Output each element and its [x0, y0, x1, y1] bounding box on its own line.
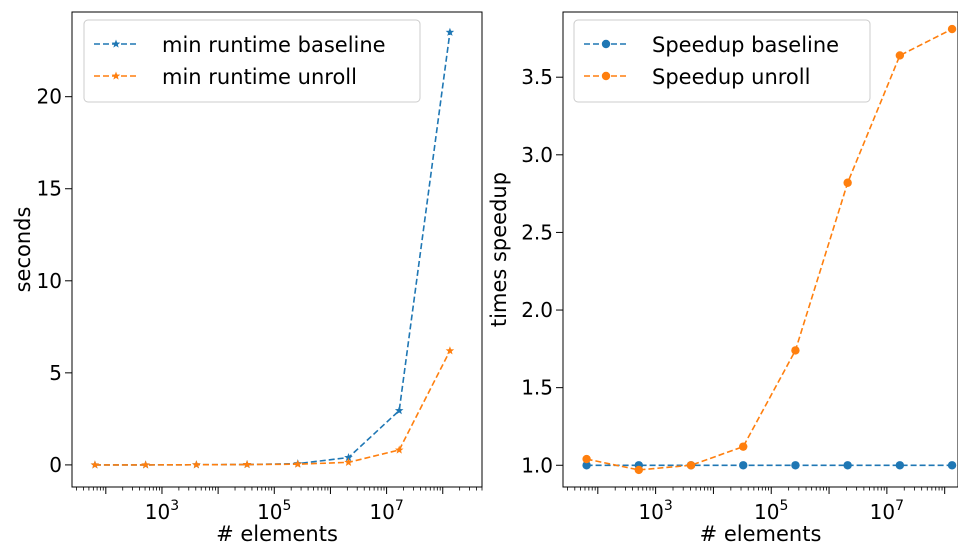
- y-tick-label: 1.5: [521, 376, 553, 400]
- x-minor-ticks: [76, 487, 483, 491]
- x-tick-mantissa: 10: [369, 500, 394, 524]
- plot-frame: [562, 11, 958, 488]
- data-point: [947, 24, 957, 34]
- data-point: [445, 346, 455, 355]
- y-tick-label: 15: [37, 177, 62, 201]
- x-tick-mantissa: 10: [870, 500, 895, 524]
- x-tick-mantissa: 10: [145, 500, 170, 524]
- y-tick-label: 2.0: [521, 298, 553, 322]
- legend-marker: [601, 71, 611, 81]
- x-tick-mantissa: 10: [754, 500, 779, 524]
- x-tick-exponent: 7: [895, 498, 904, 514]
- x-tick-mantissa: 10: [638, 500, 663, 524]
- x-tick-exponent: 7: [395, 498, 404, 514]
- series-line: [586, 28, 953, 471]
- y-axis-label: seconds: [11, 207, 35, 293]
- y-tick-label: 10: [37, 269, 62, 293]
- x-major-ticks: [105, 487, 444, 494]
- legend-marker: [111, 39, 121, 48]
- y-axis-label: times speedup: [487, 172, 511, 327]
- data-point: [686, 461, 696, 470]
- data-point: [394, 406, 404, 415]
- legend-box: [573, 19, 871, 103]
- data-point: [791, 346, 800, 355]
- x-tick-label: 103: [638, 498, 672, 524]
- data-point: [791, 461, 800, 470]
- legend-item: min runtime unroll: [94, 65, 357, 89]
- data-point: [394, 445, 404, 454]
- x-tick-exponent: 3: [664, 498, 673, 514]
- x-major-ticks: [597, 487, 946, 494]
- data-point: [344, 453, 353, 462]
- x-tick-label: 105: [257, 498, 291, 524]
- x-tick-label: 107: [369, 498, 403, 524]
- series-line: [94, 350, 451, 466]
- data-point: [895, 461, 905, 470]
- x-tick-label: 103: [145, 498, 179, 524]
- y-tick-label: 20: [37, 85, 62, 109]
- data-point: [582, 454, 591, 464]
- x-tick-label: 107: [870, 498, 904, 524]
- data-point: [947, 461, 957, 470]
- legend-label: min runtime baseline: [162, 33, 386, 57]
- y-tick-label: 0: [49, 453, 62, 477]
- data-point: [634, 465, 644, 475]
- y-tick-label: 3.0: [521, 143, 553, 167]
- legend-marker: [601, 39, 611, 49]
- y-tick-label: 3.5: [521, 65, 553, 89]
- series-2: [90, 346, 455, 469]
- y-tick-label: 1.0: [521, 453, 553, 477]
- data-point: [739, 442, 748, 451]
- data-point: [445, 27, 455, 36]
- data-point: [141, 460, 150, 469]
- data-point: [242, 460, 252, 469]
- legend: min runtime baseline min runtime unroll: [83, 19, 421, 103]
- y-tick-label: 5: [49, 361, 62, 385]
- legend-label: min runtime unroll: [162, 65, 357, 89]
- data-point: [192, 460, 201, 469]
- legend-item: Speedup unroll: [584, 65, 810, 89]
- x-axis-label: # elements: [216, 522, 338, 545]
- data-point: [90, 460, 100, 469]
- legend-label: Speedup baseline: [652, 33, 839, 57]
- x-tick-exponent: 5: [283, 498, 292, 514]
- legend-marker: [111, 71, 121, 80]
- data-point: [895, 51, 905, 60]
- x-tick-mantissa: 10: [257, 500, 282, 524]
- legend-item: min runtime baseline: [94, 33, 386, 57]
- x-axis-label: # elements: [700, 522, 822, 545]
- legend-label: Speedup unroll: [652, 65, 810, 89]
- x-tick-exponent: 5: [780, 498, 789, 514]
- x-tick-exponent: 3: [170, 498, 179, 514]
- data-point: [843, 178, 852, 187]
- x-tick-label: 105: [754, 498, 788, 524]
- series-2: [582, 24, 957, 475]
- data-point: [739, 461, 748, 470]
- legend-box: [83, 19, 421, 103]
- x-minor-ticks: [567, 487, 943, 491]
- legend: Speedup baseline Speedup unroll: [573, 19, 871, 103]
- data-point: [843, 461, 852, 470]
- data-point: [582, 461, 591, 470]
- data-point: [293, 459, 303, 468]
- y-tick-label: 2.5: [521, 220, 553, 244]
- plot-frame: [71, 11, 483, 488]
- data-point: [344, 457, 353, 466]
- legend-item: Speedup baseline: [584, 33, 839, 57]
